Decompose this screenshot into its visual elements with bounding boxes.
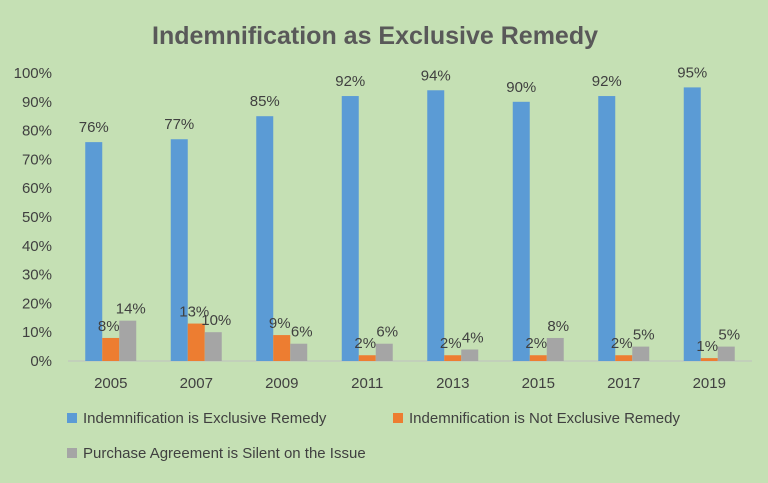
data-label: 4% bbox=[462, 329, 484, 346]
y-tick-label: 10% bbox=[22, 324, 52, 341]
legend-swatch bbox=[67, 413, 77, 423]
data-label: 77% bbox=[164, 116, 194, 133]
y-tick-label: 60% bbox=[22, 180, 52, 197]
data-label: 10% bbox=[201, 312, 231, 329]
data-label: 2% bbox=[611, 335, 633, 352]
bar bbox=[683, 87, 701, 362]
chart-title: Indemnification as Exclusive Remedy bbox=[152, 22, 598, 50]
data-label: 94% bbox=[421, 67, 451, 84]
data-label: 2% bbox=[440, 335, 462, 352]
x-tick-label: 2019 bbox=[693, 375, 726, 392]
data-label: 6% bbox=[376, 324, 398, 341]
x-tick-label: 2017 bbox=[607, 375, 640, 392]
bar bbox=[170, 139, 188, 361]
legend-label: Purchase Agreement is Silent on the Issu… bbox=[83, 445, 366, 462]
x-axis: 2005 2007 2009 2011 2013 2015 2017 2019 bbox=[94, 375, 726, 392]
x-tick-label: 2009 bbox=[265, 375, 298, 392]
y-tick-label: 100% bbox=[14, 65, 52, 82]
bar bbox=[273, 335, 291, 361]
data-label: 6% bbox=[291, 324, 313, 341]
data-label: 90% bbox=[506, 79, 536, 96]
data-label: 5% bbox=[633, 327, 655, 344]
bar bbox=[615, 355, 633, 361]
x-tick-label: 2005 bbox=[94, 375, 127, 392]
bar bbox=[256, 116, 274, 361]
data-label: 1% bbox=[696, 338, 718, 355]
bar bbox=[427, 90, 445, 361]
y-tick-label: 40% bbox=[22, 238, 52, 255]
bar bbox=[85, 142, 103, 361]
data-labels: 76%8%14%77%13%10%85%9%6%92%2%6%94%2% 4%90… bbox=[79, 64, 740, 355]
bar bbox=[444, 355, 462, 361]
y-tick-label: 80% bbox=[22, 123, 52, 140]
x-tick-label: 2015 bbox=[522, 375, 555, 392]
data-label: 8% bbox=[98, 318, 120, 335]
x-tick-label: 2011 bbox=[351, 375, 383, 392]
data-label: 14% bbox=[116, 301, 146, 318]
y-tick-label: 90% bbox=[22, 94, 52, 111]
data-label: 9% bbox=[269, 315, 291, 332]
data-label: 92% bbox=[335, 73, 365, 90]
data-label: 13% bbox=[179, 304, 209, 321]
bar bbox=[341, 96, 359, 361]
y-tick-label: 70% bbox=[22, 151, 52, 168]
bar bbox=[187, 323, 205, 361]
data-label: 2% bbox=[354, 335, 376, 352]
bar bbox=[358, 355, 376, 361]
data-label: 5% bbox=[718, 327, 740, 344]
data-label: 85% bbox=[250, 93, 280, 110]
bar bbox=[102, 337, 120, 361]
data-label: 2% bbox=[525, 335, 547, 352]
bar bbox=[700, 358, 718, 361]
bar bbox=[290, 343, 308, 361]
legend-swatch bbox=[67, 448, 77, 458]
data-label: 76% bbox=[79, 119, 109, 136]
bar bbox=[512, 101, 530, 362]
bar bbox=[461, 349, 479, 361]
legend-label: Indemnification is Exclusive Remedy bbox=[83, 410, 327, 427]
bar bbox=[119, 320, 137, 361]
x-tick-label: 2007 bbox=[180, 375, 213, 392]
legend-label: Indemnification is Not Exclusive Remedy bbox=[409, 410, 680, 427]
bar bbox=[717, 346, 735, 361]
y-tick-label: 20% bbox=[22, 295, 52, 312]
legend: Indemnification is Exclusive Remedy Indem… bbox=[67, 410, 680, 462]
bar bbox=[529, 355, 547, 361]
data-label: 8% bbox=[547, 318, 569, 335]
bar bbox=[598, 96, 616, 361]
bar bbox=[546, 337, 564, 361]
bar bbox=[204, 332, 222, 361]
data-label: 92% bbox=[592, 73, 622, 90]
y-tick-label: 50% bbox=[22, 209, 52, 226]
y-tick-label: 0% bbox=[30, 353, 52, 370]
y-axis: 0% 10% 20% 30% 40% 50% 60% 70% 80% 90% 100% bbox=[14, 65, 52, 370]
data-label: 95% bbox=[677, 64, 707, 81]
x-tick-label: 2013 bbox=[436, 375, 469, 392]
bar bbox=[632, 346, 650, 361]
bars bbox=[85, 87, 735, 362]
legend-swatch bbox=[393, 413, 403, 423]
y-tick-label: 30% bbox=[22, 267, 52, 284]
bar bbox=[375, 343, 393, 361]
